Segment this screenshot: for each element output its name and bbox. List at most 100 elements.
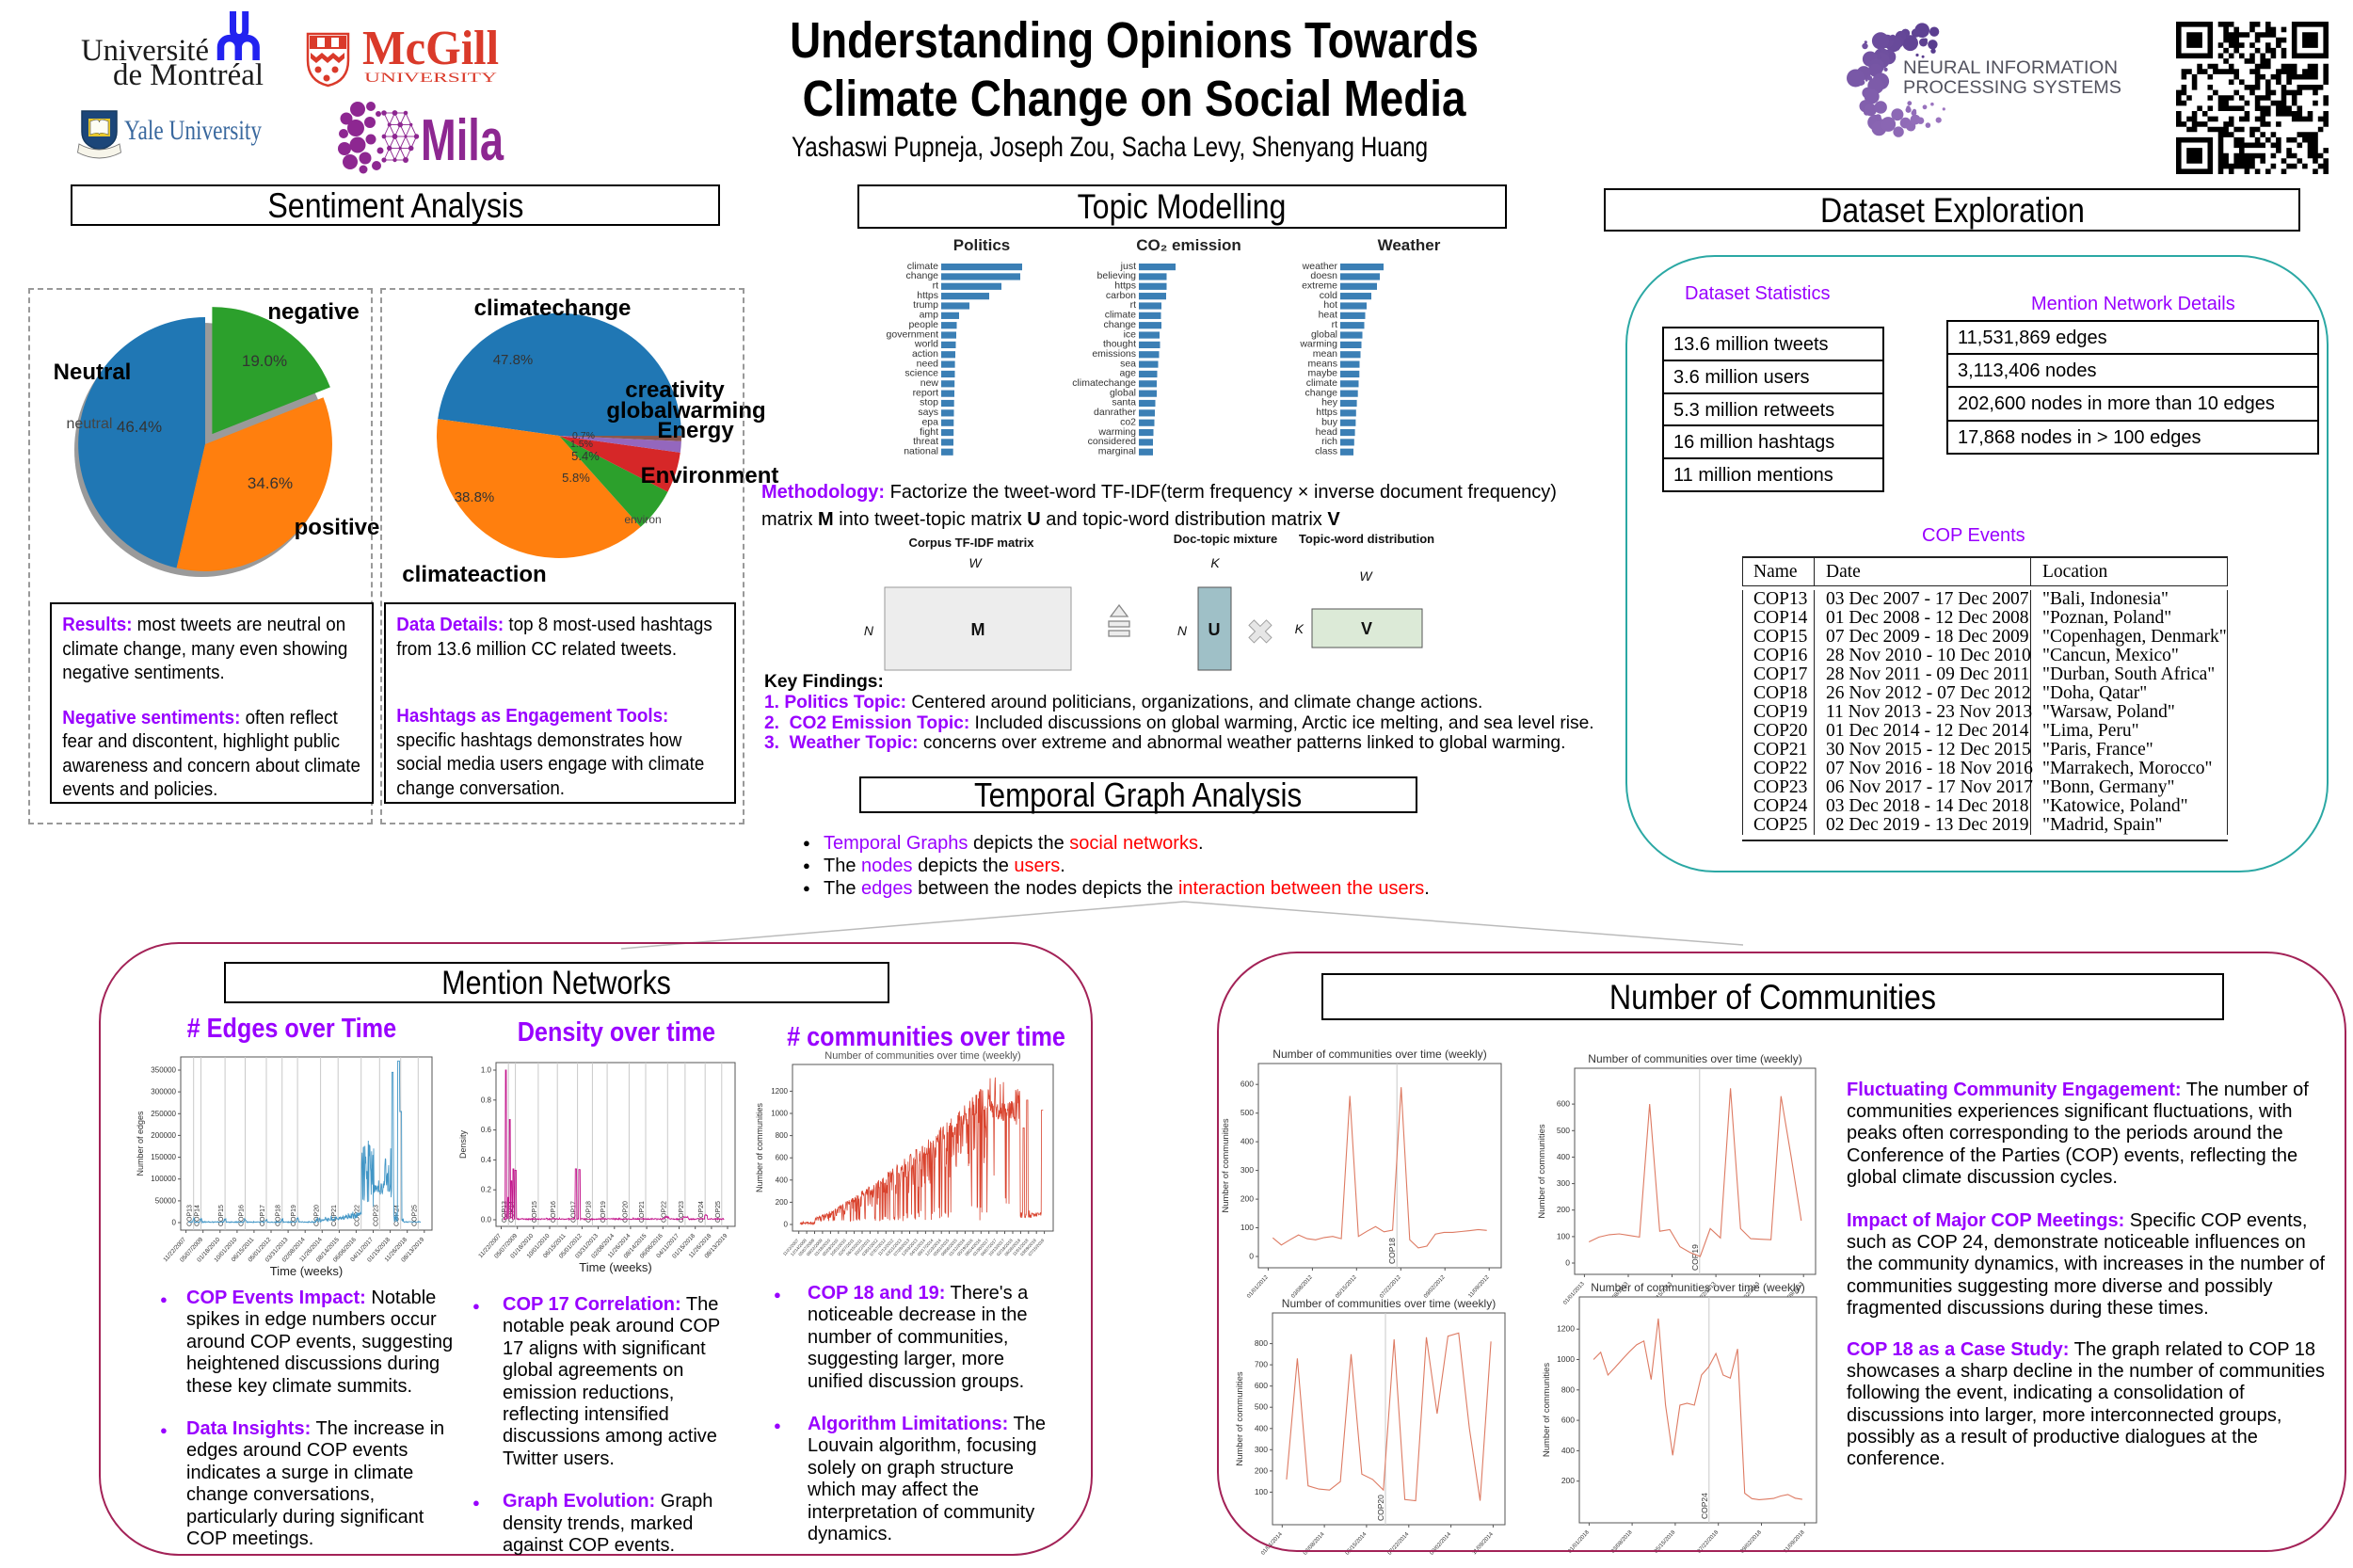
svg-text:class: class bbox=[1315, 445, 1337, 456]
svg-text:climateaction: climateaction bbox=[402, 562, 546, 587]
svg-text:climate: climate bbox=[1306, 377, 1337, 389]
svg-text:600: 600 bbox=[1561, 1416, 1575, 1425]
svg-text:COP18: COP18 bbox=[1387, 1238, 1397, 1264]
svg-text:https: https bbox=[1316, 407, 1337, 418]
svg-text:science: science bbox=[904, 368, 938, 379]
svg-text:Corpus TF-IDF matrix: Corpus TF-IDF matrix bbox=[909, 536, 1035, 550]
svg-text:Time (weeks): Time (weeks) bbox=[579, 1260, 652, 1274]
svg-text:Environment: Environment bbox=[641, 463, 779, 488]
svg-text:climatechange: climatechange bbox=[474, 296, 632, 321]
svg-text:ice: ice bbox=[1124, 328, 1137, 340]
svg-text:COP19: COP19 bbox=[600, 1201, 607, 1223]
svg-text:700: 700 bbox=[1255, 1360, 1268, 1369]
svg-text:400: 400 bbox=[1255, 1423, 1268, 1432]
svg-text:200: 200 bbox=[776, 1198, 789, 1207]
svg-text:means: means bbox=[1307, 358, 1337, 369]
svg-text:Number of edges: Number of edges bbox=[136, 1111, 145, 1176]
svg-text:COP13: COP13 bbox=[187, 1205, 194, 1226]
svg-text:creativity: creativity bbox=[625, 377, 725, 403]
svg-text:200: 200 bbox=[1561, 1476, 1575, 1485]
svg-text:government: government bbox=[887, 328, 939, 340]
svg-text:positive: positive bbox=[295, 515, 380, 540]
svg-text:200: 200 bbox=[1241, 1194, 1254, 1204]
svg-text:sea: sea bbox=[1120, 358, 1136, 369]
svg-text:NEURAL INFORMATION: NEURAL INFORMATION bbox=[1903, 57, 2118, 78]
svg-text:world: world bbox=[914, 339, 938, 350]
svg-text:warming: warming bbox=[1299, 339, 1337, 350]
svg-text:COP19: COP19 bbox=[1690, 1244, 1700, 1271]
svg-text:COP24: COP24 bbox=[698, 1201, 705, 1223]
svg-text:300: 300 bbox=[1557, 1178, 1570, 1188]
svg-text:Density: Density bbox=[458, 1129, 468, 1159]
svg-text:https: https bbox=[917, 290, 938, 301]
svg-text:Neutral: Neutral bbox=[54, 360, 132, 385]
svg-text:Mila: Mila bbox=[421, 108, 504, 173]
svg-text:600: 600 bbox=[1241, 1080, 1254, 1089]
svg-text:5.8%: 5.8% bbox=[562, 471, 590, 485]
svg-text:19.0%: 19.0% bbox=[242, 352, 287, 370]
svg-text:Time (weeks): Time (weeks) bbox=[270, 1264, 344, 1278]
svg-text:national: national bbox=[904, 445, 938, 456]
svg-text:800: 800 bbox=[776, 1131, 789, 1140]
svg-text:0.8: 0.8 bbox=[481, 1096, 492, 1104]
svg-text:marginal: marginal bbox=[1098, 445, 1136, 456]
svg-text:✖: ✖ bbox=[1246, 613, 1274, 651]
svg-text:CO₂ emission: CO₂ emission bbox=[1136, 236, 1241, 254]
svg-text:V: V bbox=[1361, 619, 1372, 638]
svg-text:epa: epa bbox=[921, 416, 938, 427]
svg-text:Université: Université bbox=[81, 34, 209, 68]
svg-text:UNIVERSITY: UNIVERSITY bbox=[364, 71, 497, 86]
svg-text:McGill: McGill bbox=[362, 22, 499, 75]
svg-text:1.5%: 1.5% bbox=[570, 439, 593, 450]
svg-text:santa: santa bbox=[1112, 397, 1136, 408]
svg-text:believing: believing bbox=[1097, 270, 1137, 281]
svg-text:danrather: danrather bbox=[1094, 407, 1136, 418]
svg-text:100000: 100000 bbox=[151, 1175, 176, 1183]
svg-text:amp: amp bbox=[920, 310, 939, 321]
svg-text:COP23: COP23 bbox=[373, 1205, 379, 1226]
svg-text:1200: 1200 bbox=[771, 1087, 788, 1096]
svg-text:age: age bbox=[1119, 368, 1136, 379]
svg-text:doesn: doesn bbox=[1310, 270, 1337, 281]
svg-text:trump: trump bbox=[913, 299, 938, 311]
svg-text:K: K bbox=[1210, 555, 1220, 570]
svg-text:200: 200 bbox=[1557, 1205, 1570, 1214]
svg-text:0.0: 0.0 bbox=[481, 1216, 492, 1224]
svg-text:environ: environ bbox=[624, 513, 661, 526]
svg-text:COP17: COP17 bbox=[571, 1201, 578, 1223]
svg-text:500: 500 bbox=[1255, 1402, 1268, 1412]
svg-text:46.4%: 46.4% bbox=[117, 418, 162, 436]
svg-text:COP18: COP18 bbox=[585, 1201, 592, 1223]
svg-text:head: head bbox=[1316, 426, 1338, 438]
svg-text:U: U bbox=[1209, 620, 1221, 639]
svg-text:0: 0 bbox=[784, 1221, 789, 1229]
svg-text:extreme: extreme bbox=[1302, 280, 1337, 292]
svg-text:thought: thought bbox=[1103, 339, 1136, 350]
svg-text:400: 400 bbox=[1561, 1446, 1575, 1455]
svg-text:47.8%: 47.8% bbox=[493, 352, 534, 368]
svg-text:800: 800 bbox=[1255, 1338, 1268, 1348]
svg-text:500: 500 bbox=[1241, 1108, 1254, 1117]
svg-text:rich: rich bbox=[1321, 436, 1337, 447]
svg-text:cold: cold bbox=[1320, 290, 1337, 301]
svg-text:neutral: neutral bbox=[67, 416, 113, 432]
svg-text:emissions: emissions bbox=[1092, 348, 1136, 360]
svg-text:COP21: COP21 bbox=[331, 1205, 338, 1226]
svg-text:Number of communities: Number of communities bbox=[1235, 1371, 1245, 1466]
svg-text:carbon: carbon bbox=[1106, 290, 1136, 301]
svg-text:400: 400 bbox=[776, 1176, 789, 1184]
svg-text:Doc-topic mixture: Doc-topic mixture bbox=[1174, 532, 1278, 546]
svg-text:COP18: COP18 bbox=[276, 1205, 282, 1226]
svg-text:change: change bbox=[1104, 319, 1137, 330]
svg-text:500: 500 bbox=[1557, 1126, 1570, 1135]
svg-text:M: M bbox=[971, 620, 985, 639]
svg-text:400: 400 bbox=[1557, 1152, 1570, 1161]
svg-text:400: 400 bbox=[1241, 1137, 1254, 1146]
svg-text:1200: 1200 bbox=[1557, 1324, 1575, 1334]
svg-text:Number of communities over tim: Number of communities over time (weekly) bbox=[1588, 1052, 1801, 1065]
svg-text:W: W bbox=[968, 555, 983, 570]
svg-text:COP20: COP20 bbox=[622, 1201, 629, 1223]
svg-text:mean: mean bbox=[1313, 348, 1337, 360]
svg-text:threat: threat bbox=[913, 436, 938, 447]
svg-text:Number of communities: Number of communities bbox=[1537, 1124, 1547, 1219]
